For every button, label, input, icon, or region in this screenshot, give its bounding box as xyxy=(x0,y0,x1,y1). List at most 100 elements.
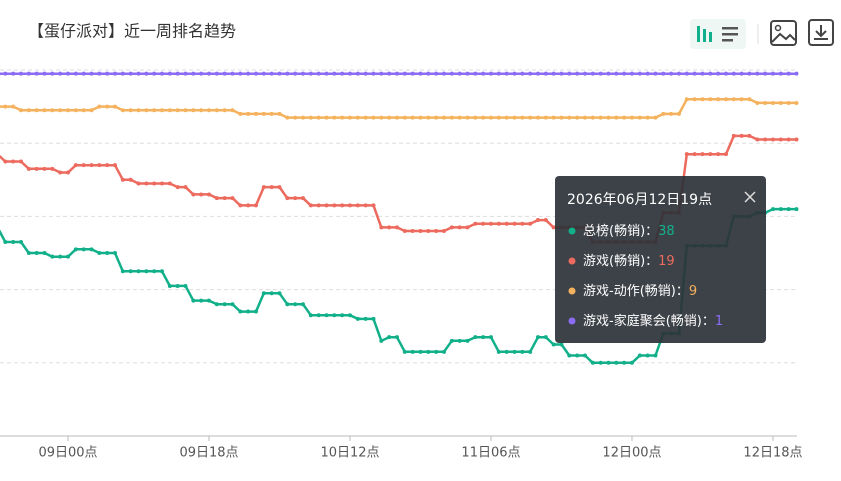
data-point xyxy=(520,71,525,76)
data-point xyxy=(175,108,180,113)
data-point xyxy=(26,166,31,171)
data-point xyxy=(496,349,501,354)
data-point xyxy=(747,71,752,76)
data-point xyxy=(120,269,125,274)
data-point xyxy=(441,349,446,354)
data-point xyxy=(112,251,117,255)
data-point xyxy=(676,71,681,76)
data-point xyxy=(481,335,486,340)
data-point xyxy=(481,71,486,76)
data-point xyxy=(347,115,352,120)
data-point xyxy=(73,163,78,168)
data-point xyxy=(50,108,55,113)
tooltip-title: 2026年06月12日19点 xyxy=(567,192,712,208)
tooltip-label: 游戏(畅销)： xyxy=(583,254,658,269)
data-point xyxy=(112,71,117,76)
data-point xyxy=(324,313,329,318)
icon-list xyxy=(722,33,738,36)
data-point xyxy=(26,71,31,76)
image-button[interactable] xyxy=(770,20,797,46)
data-point xyxy=(629,115,634,120)
data-point xyxy=(551,115,556,120)
data-point xyxy=(89,163,94,168)
tooltip-dot xyxy=(568,287,576,295)
data-point xyxy=(770,100,775,105)
data-point xyxy=(105,104,110,109)
data-point xyxy=(159,269,164,274)
data-point xyxy=(512,71,517,76)
data-point xyxy=(230,302,235,307)
data-point xyxy=(253,309,258,314)
data-point xyxy=(739,71,744,76)
data-point xyxy=(512,221,517,226)
data-point xyxy=(144,269,149,274)
data-point xyxy=(97,71,102,76)
data-point xyxy=(293,196,298,201)
data-point xyxy=(716,97,721,102)
data-point xyxy=(739,97,744,102)
data-point xyxy=(3,159,8,164)
data-point xyxy=(645,71,650,76)
data-point xyxy=(434,229,439,234)
data-point xyxy=(457,225,462,230)
data-point xyxy=(598,360,603,365)
data-point xyxy=(324,71,329,76)
tooltip-row: 游戏-家庭聚会(畅销)：1 xyxy=(583,313,723,329)
data-point xyxy=(387,225,392,230)
x-tick-label: 12日00点 xyxy=(602,446,661,461)
data-point xyxy=(73,247,78,252)
data-point xyxy=(261,291,266,296)
data-point xyxy=(379,71,384,76)
data-point xyxy=(379,225,384,230)
data-point xyxy=(144,108,149,113)
tooltip: 2026年06月12日19点 总榜(畅销)：38 游戏(畅销)：19 游戏-动作(畅… xyxy=(555,176,766,343)
data-point xyxy=(89,108,94,113)
data-point xyxy=(535,71,540,76)
data-point xyxy=(34,251,39,255)
data-point xyxy=(81,163,86,168)
data-point xyxy=(66,170,70,175)
data-point xyxy=(222,108,227,113)
data-point xyxy=(340,313,345,318)
data-point xyxy=(661,71,666,76)
data-point xyxy=(253,111,258,116)
data-point xyxy=(347,203,352,208)
data-point xyxy=(222,302,227,307)
x-tick-label: 10日12点 xyxy=(320,446,379,461)
data-point xyxy=(614,115,619,120)
chart-title: 【蛋仔派对】近一周排名趋势 xyxy=(28,22,236,41)
data-point xyxy=(332,203,337,208)
data-point xyxy=(622,115,627,120)
tooltip-row: 总榜(畅销)：38 xyxy=(583,223,675,239)
data-point xyxy=(794,207,799,212)
data-point xyxy=(441,229,446,234)
data-point xyxy=(269,71,274,76)
data-point xyxy=(778,71,783,76)
data-point xyxy=(66,108,70,113)
data-point xyxy=(755,137,760,142)
x-tick-label: 09日18点 xyxy=(179,446,238,461)
data-point xyxy=(794,100,799,105)
data-point xyxy=(324,115,329,120)
tooltip-close[interactable] xyxy=(744,191,756,203)
data-point xyxy=(230,71,235,76)
data-point xyxy=(410,115,415,120)
data-point xyxy=(97,163,102,168)
icon-list xyxy=(722,27,738,30)
data-point xyxy=(716,71,721,76)
data-point xyxy=(308,313,313,318)
x-tick-label: 12日18点 xyxy=(743,446,802,461)
data-point xyxy=(300,71,305,76)
data-point xyxy=(543,335,548,340)
data-point xyxy=(42,71,47,76)
data-point xyxy=(261,111,266,116)
download-button[interactable] xyxy=(808,19,834,46)
data-point xyxy=(128,108,133,113)
tooltip-label: 游戏-动作(畅销)： xyxy=(583,284,689,299)
data-point xyxy=(50,166,55,171)
data-point xyxy=(340,71,345,76)
tooltip-row: 游戏(畅销)：19 xyxy=(583,254,675,269)
data-point xyxy=(473,221,478,226)
data-point xyxy=(81,108,86,113)
data-point xyxy=(747,97,752,102)
